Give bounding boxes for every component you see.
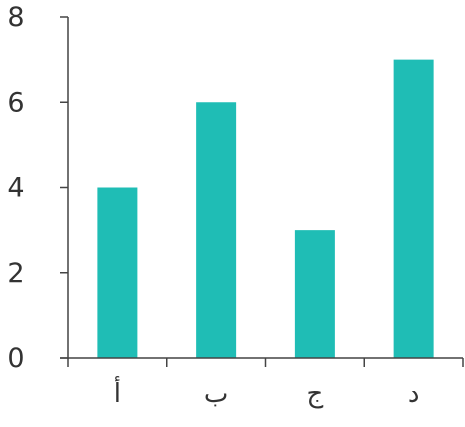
x-tick-label-2: ب — [204, 379, 228, 409]
x-tick-label-1: أ — [114, 375, 121, 409]
y-tick-label-6: 6 — [7, 87, 24, 118]
bar-2 — [196, 102, 237, 358]
y-tick-label-0: 0 — [7, 343, 24, 374]
x-tick-label-3: ج — [306, 379, 323, 409]
bars-layer — [97, 59, 434, 359]
bar-3 — [294, 230, 335, 359]
y-tick-label-4: 4 — [7, 173, 24, 204]
y-tick-label-2: 2 — [7, 258, 24, 289]
bar-1 — [97, 187, 138, 358]
x-tick-label-4: د — [408, 379, 420, 409]
y-tick-label-8: 8 — [7, 2, 24, 33]
bar-4 — [393, 59, 434, 359]
axes-layer — [60, 16, 464, 367]
labels-layer: 0 2 4 6 8 أ ب ج د — [7, 2, 419, 409]
